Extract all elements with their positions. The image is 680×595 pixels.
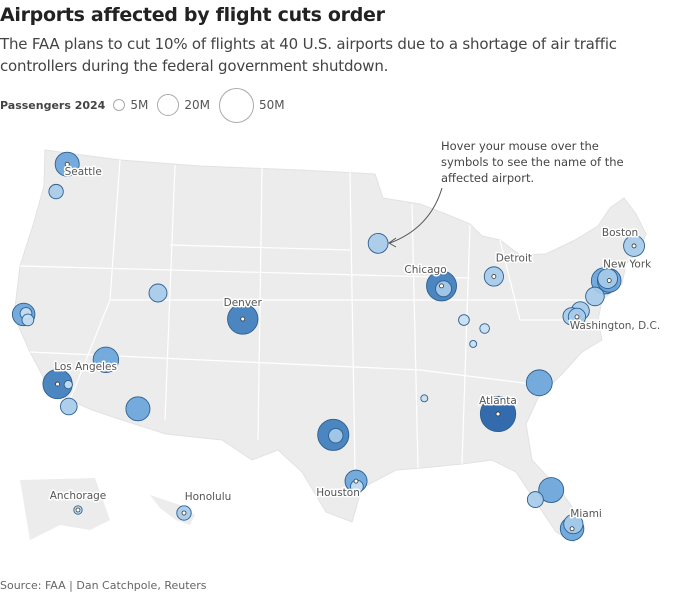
airport-circle-sdf[interactable]	[469, 340, 478, 348]
legend-label-50m: 50M	[258, 98, 285, 112]
airport-circle-ind[interactable]	[458, 314, 470, 326]
city-label: New York	[603, 259, 652, 271]
legend-title: Passengers 2024	[0, 98, 106, 112]
hover-annotation: Hover your mouse over the symbols to see…	[441, 139, 624, 185]
airport-circle-tpa[interactable]	[526, 491, 544, 509]
chart-subtitle: The FAA plans to cut 10% of flights at 4…	[0, 35, 617, 75]
airport-circle-fll[interactable]	[563, 514, 584, 535]
airport-circle-phl[interactable]	[585, 286, 605, 307]
city-marker-dot	[606, 278, 612, 283]
legend-circle-20m	[157, 94, 180, 116]
airport-circle-msp[interactable]	[367, 233, 389, 254]
city-marker-dot	[55, 381, 60, 387]
annotation-arrow	[389, 187, 443, 244]
city-marker-dot	[491, 274, 497, 279]
city-marker-dot	[181, 510, 187, 516]
airport-circle-lga[interactable]	[597, 268, 619, 289]
source-note: Source: FAA | Dan Catchpole, Reuters	[0, 579, 207, 592]
city-marker-dot	[495, 411, 501, 417]
city-marker-dot	[353, 478, 359, 484]
us-map: Atlanta Denver Chicago Los Angeles Seattle Ne…	[11, 149, 662, 543]
city-label: Boston	[602, 227, 638, 239]
airport-circle-las[interactable]	[92, 346, 120, 373]
city-marker-dot	[75, 507, 81, 513]
legend-circle-50m	[218, 87, 254, 123]
legend-label-5m: 5M	[130, 98, 149, 112]
chart-title: Airports affected by flight cuts order	[0, 4, 385, 26]
city-marker-dot	[631, 243, 637, 249]
city-label: Washington, D.C.	[570, 320, 660, 332]
airport-circle-mco[interactable]	[538, 477, 565, 503]
airport-circle-dal[interactable]	[328, 428, 344, 444]
airport-circle-cvg[interactable]	[479, 323, 490, 334]
city-label: Los Angeles	[54, 361, 117, 373]
city-label: Honolulu	[185, 491, 232, 503]
city-marker-dot	[64, 161, 70, 167]
city-label: Anchorage	[50, 490, 107, 502]
airport-circle-mdw[interactable]	[435, 280, 452, 298]
city-label: Chicago	[404, 264, 446, 276]
city-marker-dot	[240, 316, 246, 322]
airport-circle-slc[interactable]	[148, 283, 168, 303]
airport-labels: Atlanta Denver Chicago Los Angeles Seattle Ne…	[48, 161, 662, 532]
city-label: Atlanta	[479, 395, 517, 407]
airport-circle-ont[interactable]	[63, 380, 73, 390]
airport-circle-clt[interactable]	[525, 369, 553, 397]
city-label: Houston	[316, 487, 360, 499]
city-label: Miami	[570, 508, 602, 520]
airport-circle-phx[interactable]	[125, 396, 151, 422]
airport-circle-mem[interactable]	[420, 394, 429, 403]
city-label: Denver	[224, 297, 263, 309]
legend-circle-5m	[113, 99, 126, 111]
airport-circle-pdx[interactable]	[48, 183, 64, 200]
airport-circle-san[interactable]	[60, 397, 78, 416]
alaska-inset-shape	[20, 478, 110, 540]
size-legend: Passengers 2024 5M 20M 50M	[0, 87, 294, 123]
city-label: Detroit	[496, 252, 532, 264]
arrow-head-icon	[388, 237, 397, 248]
city-marker-dot	[569, 526, 575, 532]
legend-label-20m: 20M	[184, 98, 210, 112]
city-label: Seattle	[65, 166, 102, 178]
airport-circle-sjc[interactable]	[21, 313, 35, 327]
city-marker-dot	[574, 314, 580, 320]
city-marker-dot	[439, 283, 444, 289]
